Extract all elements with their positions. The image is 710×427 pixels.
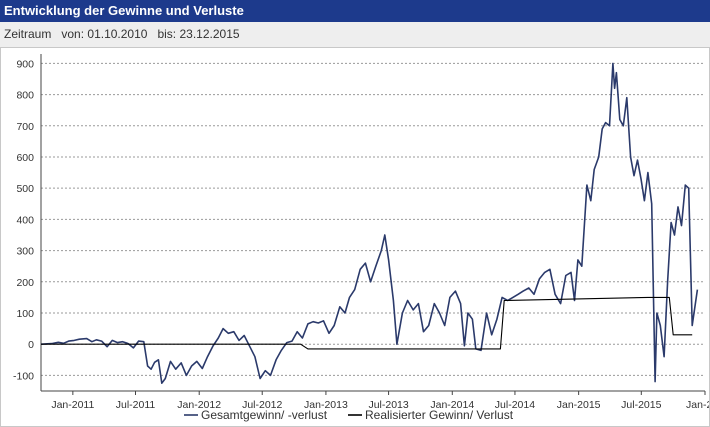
- y-tick-label: 0: [28, 339, 34, 351]
- y-tick-label: 800: [16, 90, 34, 102]
- y-tick-label: 200: [16, 277, 34, 289]
- x-tick-label: Jul-2015: [621, 399, 661, 411]
- series-lines: [40, 62, 699, 384]
- y-tick-label: 500: [16, 183, 34, 195]
- series-line-total: [40, 62, 699, 384]
- grid-lines: [41, 62, 705, 376]
- x-tick-label: Jan-2012: [177, 399, 221, 411]
- y-tick-label: 300: [16, 246, 34, 258]
- page-title: Entwicklung der Gewinne und Verluste: [4, 3, 244, 18]
- y-tick-label: 700: [16, 121, 34, 133]
- chart-title-bar: Entwicklung der Gewinne und Verluste: [0, 0, 710, 22]
- to-label: bis:: [157, 27, 177, 41]
- x-tick-label: Jan-2011: [51, 399, 94, 411]
- from-label: von:: [61, 27, 85, 41]
- y-tick-label: 900: [16, 58, 34, 70]
- x-tick-label: Jan-2015: [557, 399, 601, 411]
- x-tick-label: Jul-2013: [368, 399, 408, 411]
- from-date: 01.10.2010: [87, 27, 148, 41]
- series-line-realized: [41, 296, 693, 350]
- y-tick-label: -100: [13, 370, 34, 382]
- y-tick-label: 100: [16, 308, 34, 320]
- legend-label: Gesamtgewinn/ -verlust: [201, 408, 328, 422]
- x-tick-label: Jan-2014: [430, 399, 474, 411]
- chart-panel: -100 0 100 200 300 400 500 600 700 800 900 Jan-2011…: [0, 47, 710, 427]
- line-chart: -100 0 100 200 300 400 500 600 700 800 900 Jan-2011…: [13, 54, 709, 422]
- x-tick-label: Jul-2012: [242, 399, 282, 411]
- to-date: 23.12.2015: [179, 27, 240, 41]
- x-tick-label: Jul-2011: [116, 399, 156, 411]
- x-tick-label: Jan-201: [686, 399, 709, 411]
- y-tick-label: 600: [16, 152, 34, 164]
- date-range-bar: Zeitraum von: 01.10.2010 bis: 23.12.2015: [0, 22, 710, 47]
- legend-label: Realisierter Gewinn/ Verlust: [365, 408, 514, 422]
- x-tick-label: Jan-2013: [304, 399, 348, 411]
- legend: Gesamtgewinn/ -verlust Realisierter Gewin…: [184, 408, 514, 422]
- axes: -100 0 100 200 300 400 500 600 700 800 900 Jan-2011…: [13, 54, 709, 411]
- x-tick-label: Jul-2014: [495, 399, 535, 411]
- y-tick-label: 400: [16, 214, 34, 226]
- zeitraum-label: Zeitraum: [4, 27, 52, 41]
